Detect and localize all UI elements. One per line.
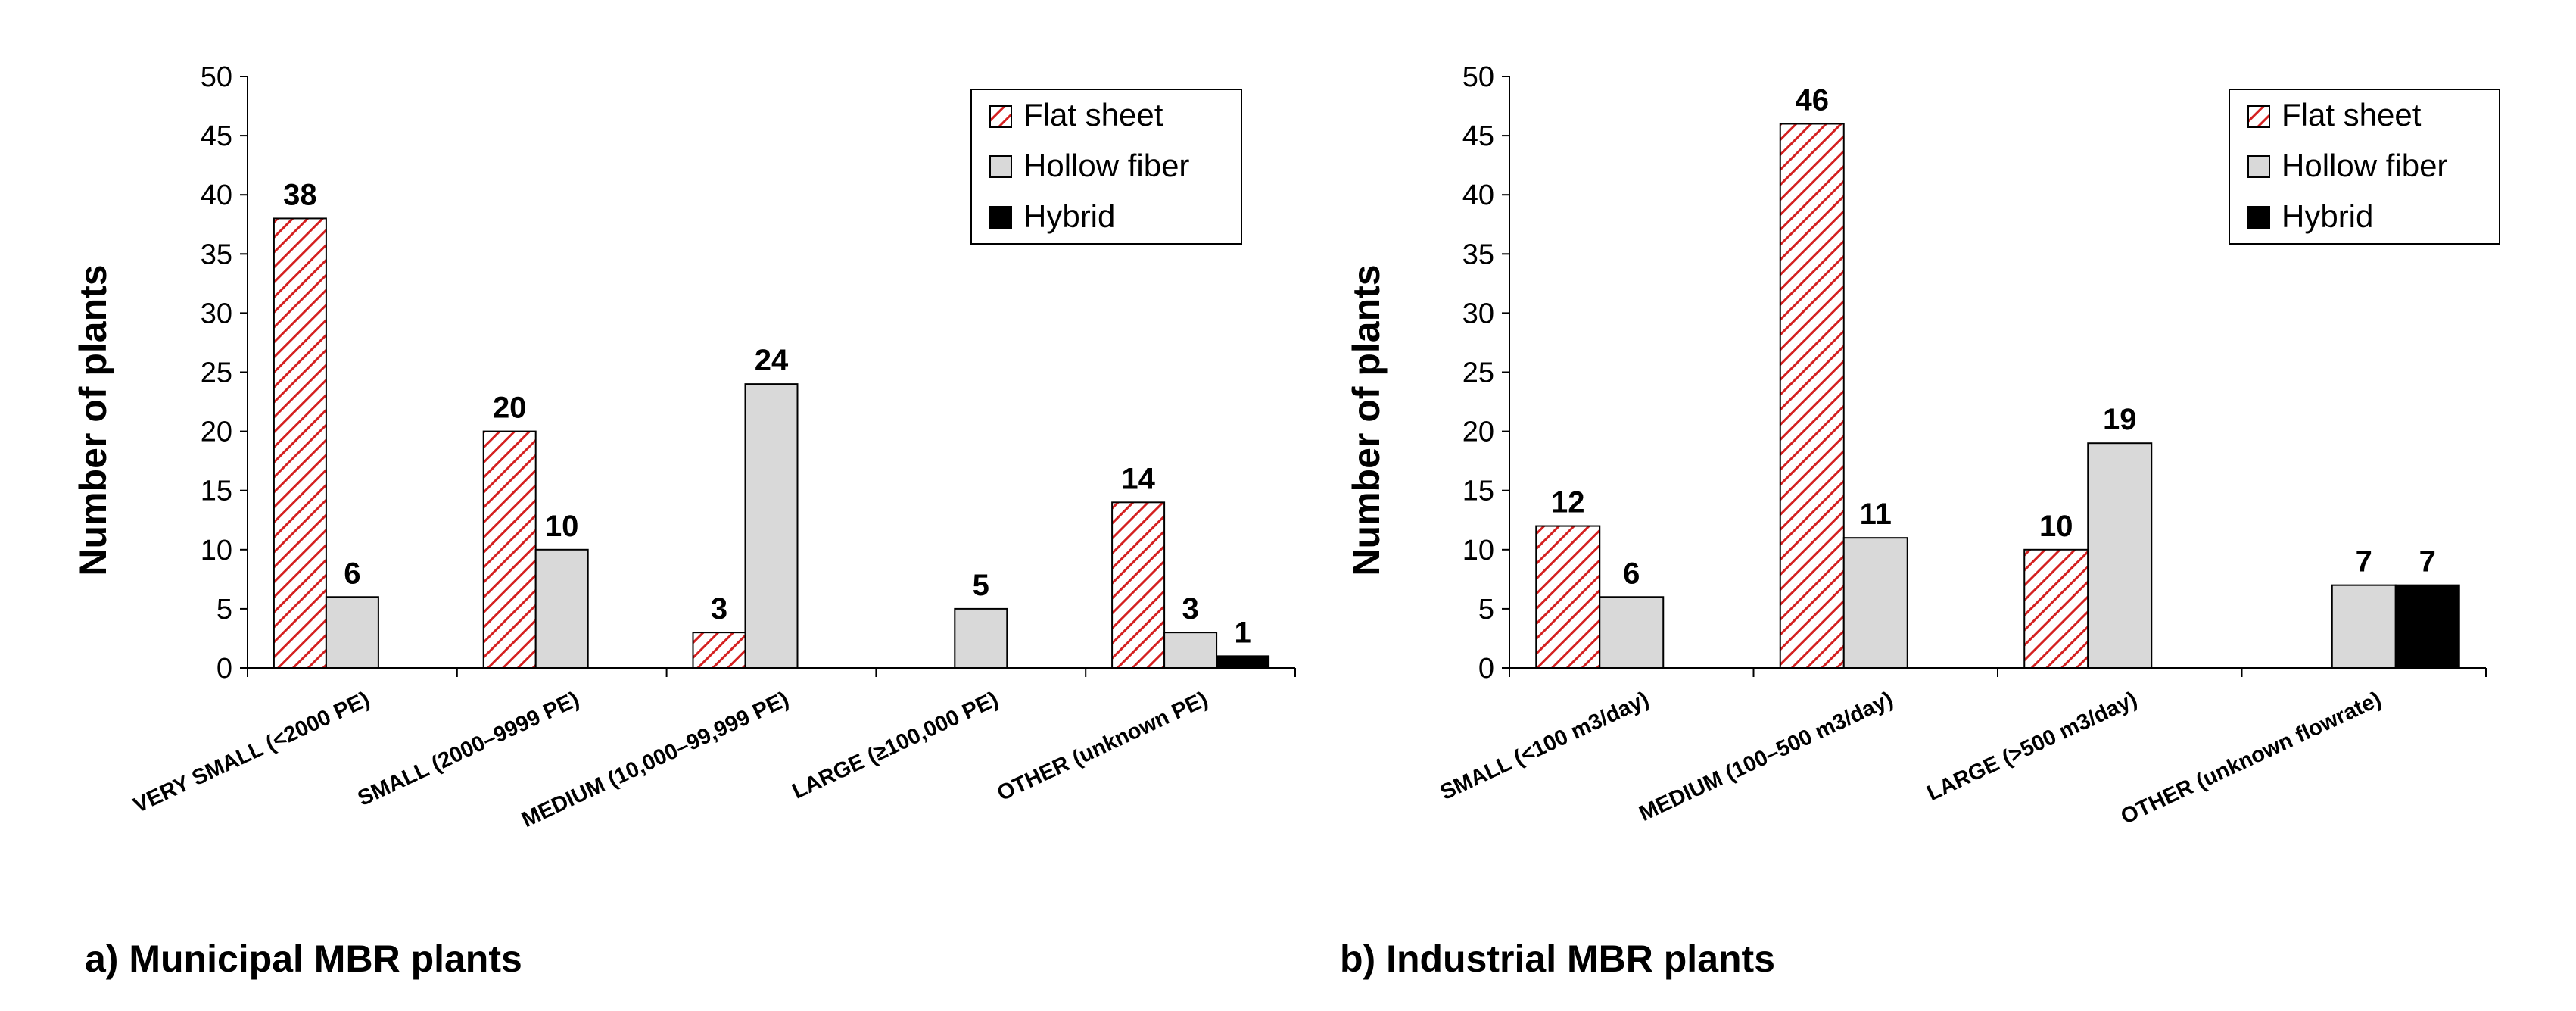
municipal-data-label-hollow-fiber-3: 24	[755, 344, 789, 377]
municipal-bar-hollow-fiber-1	[325, 596, 379, 669]
industrial-legend-label-hybrid: Hybrid	[2282, 198, 2373, 234]
municipal-bar-flat-sheet-2	[482, 430, 537, 669]
municipal-data-label-hollow-fiber-2: 10	[545, 510, 579, 543]
industrial-legend-label-hollow-fiber: Hollow fiber	[2282, 148, 2447, 183]
municipal-category-label-4: LARGE (≥100,000 PE)	[789, 687, 1002, 803]
industrial-bars	[1535, 123, 2460, 669]
industrial-bar-hollow-fiber-4	[2331, 584, 2397, 669]
industrial-chart-panel: 0 5 10 15 20 25 30 35 40 45 50 Number of plants 12…	[1340, 61, 2500, 980]
municipal-data-label-flat-sheet-2: 20	[493, 392, 527, 425]
industrial-axes	[1502, 76, 2487, 677]
municipal-legend-label-flat-sheet: Flat sheet	[1023, 97, 1163, 133]
municipal-y-tick-label: 15	[201, 476, 232, 507]
industrial-category-label-4: OTHER (unknown flowrate)	[2117, 687, 2385, 829]
municipal-y-tick-label: 30	[201, 298, 232, 329]
industrial-legend-swatch-flat-sheet	[2247, 105, 2270, 128]
municipal-legend-label-hollow-fiber: Hollow fiber	[1023, 148, 1189, 183]
industrial-y-tick-labels: 0 5 10 15 20 25 30 35 40 45 50	[1462, 61, 1494, 685]
industrial-y-tick-label: 0	[1478, 653, 1494, 685]
industrial-y-tick-label: 10	[1462, 535, 1494, 566]
municipal-bar-flat-sheet-3	[692, 632, 746, 669]
municipal-panel-caption: a) Municipal MBR plants	[85, 938, 522, 980]
industrial-data-label-hollow-fiber-4: 7	[2356, 545, 2372, 579]
industrial-data-label-hybrid-4: 7	[2419, 545, 2436, 579]
municipal-y-tick-label: 45	[201, 120, 232, 152]
municipal-data-labels: 38 6 20 10 3 24 5 14 3 1	[283, 178, 1251, 649]
industrial-y-tick-label: 30	[1462, 298, 1494, 329]
industrial-y-tick-label: 45	[1462, 120, 1494, 152]
industrial-data-label-hollow-fiber-2: 11	[1860, 498, 1892, 531]
municipal-category-label-5: OTHER (unknown PE)	[994, 687, 1212, 806]
municipal-bar-hollow-fiber-5	[1163, 632, 1218, 669]
municipal-data-label-hollow-fiber-5: 3	[1182, 592, 1198, 626]
municipal-data-label-flat-sheet-1: 38	[283, 178, 317, 211]
municipal-y-tick-label: 5	[216, 594, 232, 626]
municipal-data-label-hollow-fiber-1: 6	[344, 557, 360, 590]
industrial-legend-swatch-hollow-fiber	[2247, 155, 2270, 178]
municipal-data-label-hybrid-5: 1	[1234, 616, 1251, 649]
municipal-axes	[240, 76, 1296, 677]
industrial-bar-flat-sheet-2	[1779, 123, 1845, 669]
industrial-bar-flat-sheet-3	[2023, 548, 2089, 669]
industrial-y-tick-label: 50	[1462, 61, 1494, 93]
industrial-category-label-3: LARGE (>500 m3/day)	[1923, 687, 2141, 806]
municipal-legend-box	[970, 89, 1242, 245]
industrial-bar-flat-sheet-1	[1535, 525, 1601, 669]
municipal-y-tick-labels: 0 5 10 15 20 25 30 35 40 45 50	[201, 61, 232, 685]
municipal-bar-hollow-fiber-2	[534, 548, 589, 669]
industrial-legend: Flat sheet Hollow fiber Hybrid	[2229, 89, 2500, 245]
industrial-legend-label-flat-sheet: Flat sheet	[2282, 97, 2422, 133]
municipal-y-tick-label: 10	[201, 535, 232, 566]
municipal-y-tick-label: 0	[216, 653, 232, 685]
municipal-legend-label-hybrid: Hybrid	[1023, 198, 1115, 234]
industrial-category-label-2: MEDIUM (100–500 m3/day)	[1636, 687, 1897, 826]
municipal-bar-flat-sheet-1	[273, 217, 327, 669]
municipal-bar-flat-sheet-5	[1111, 501, 1166, 669]
industrial-y-tick-label: 20	[1462, 417, 1494, 448]
municipal-category-label-2: SMALL (2000–9999 PE)	[354, 687, 583, 811]
industrial-data-label-hollow-fiber-1: 6	[1623, 557, 1640, 590]
industrial-data-labels: 12 6 46 11 10 19 7 7	[1551, 83, 2436, 590]
municipal-data-label-flat-sheet-5: 14	[1121, 462, 1155, 495]
municipal-y-axis-title: Number of plants	[72, 264, 114, 576]
municipal-y-tick-label: 50	[201, 61, 232, 93]
municipal-category-label-1: VERY SMALL (<2000 PE)	[129, 687, 373, 818]
industrial-panel-caption: b) Industrial MBR plants	[1340, 938, 1775, 980]
municipal-bars	[273, 217, 1270, 669]
industrial-data-label-flat-sheet-3: 10	[2039, 510, 2073, 543]
industrial-data-label-flat-sheet-2: 46	[1796, 83, 1830, 117]
municipal-y-tick-label: 40	[201, 179, 232, 211]
municipal-legend-swatch-flat-sheet	[989, 105, 1012, 128]
industrial-y-tick-label: 5	[1478, 594, 1494, 626]
industrial-bar-hollow-fiber-3	[2087, 442, 2153, 669]
municipal-bar-hollow-fiber-4	[954, 607, 1008, 669]
industrial-category-label-1: SMALL (<100 m3/day)	[1437, 687, 1652, 805]
industrial-data-label-hollow-fiber-3: 19	[2103, 403, 2137, 436]
municipal-y-tick-label: 35	[201, 239, 232, 270]
municipal-data-label-hollow-fiber-4: 5	[973, 569, 989, 602]
municipal-y-tick-label: 20	[201, 417, 232, 448]
industrial-y-tick-label: 40	[1462, 179, 1494, 211]
industrial-legend-swatch-hybrid	[2247, 206, 2270, 229]
municipal-legend-swatch-hollow-fiber	[989, 155, 1012, 178]
industrial-bar-hollow-fiber-2	[1842, 537, 1908, 669]
municipal-y-tick-label: 25	[201, 357, 232, 389]
industrial-y-axis-title: Number of plants	[1345, 264, 1388, 576]
industrial-bar-hollow-fiber-1	[1599, 596, 1665, 669]
municipal-legend-swatch-hybrid	[989, 206, 1012, 229]
industrial-y-tick-label: 15	[1462, 476, 1494, 507]
municipal-data-label-flat-sheet-3: 3	[711, 592, 727, 626]
industrial-legend-box	[2229, 89, 2500, 245]
municipal-category-labels: VERY SMALL (<2000 PE)SMALL (2000–9999 PE…	[129, 687, 1211, 832]
municipal-legend: Flat sheet Hollow fiber Hybrid	[970, 89, 1242, 245]
municipal-bar-hybrid-5	[1216, 655, 1270, 669]
industrial-category-labels: SMALL (<100 m3/day)MEDIUM (100–500 m3/da…	[1437, 687, 2385, 829]
industrial-y-tick-label: 35	[1462, 239, 1494, 270]
industrial-bar-hybrid-4	[2394, 584, 2460, 669]
industrial-data-label-flat-sheet-1: 12	[1551, 486, 1585, 520]
municipal-bar-hollow-fiber-3	[744, 383, 799, 669]
industrial-y-tick-label: 25	[1462, 357, 1494, 389]
